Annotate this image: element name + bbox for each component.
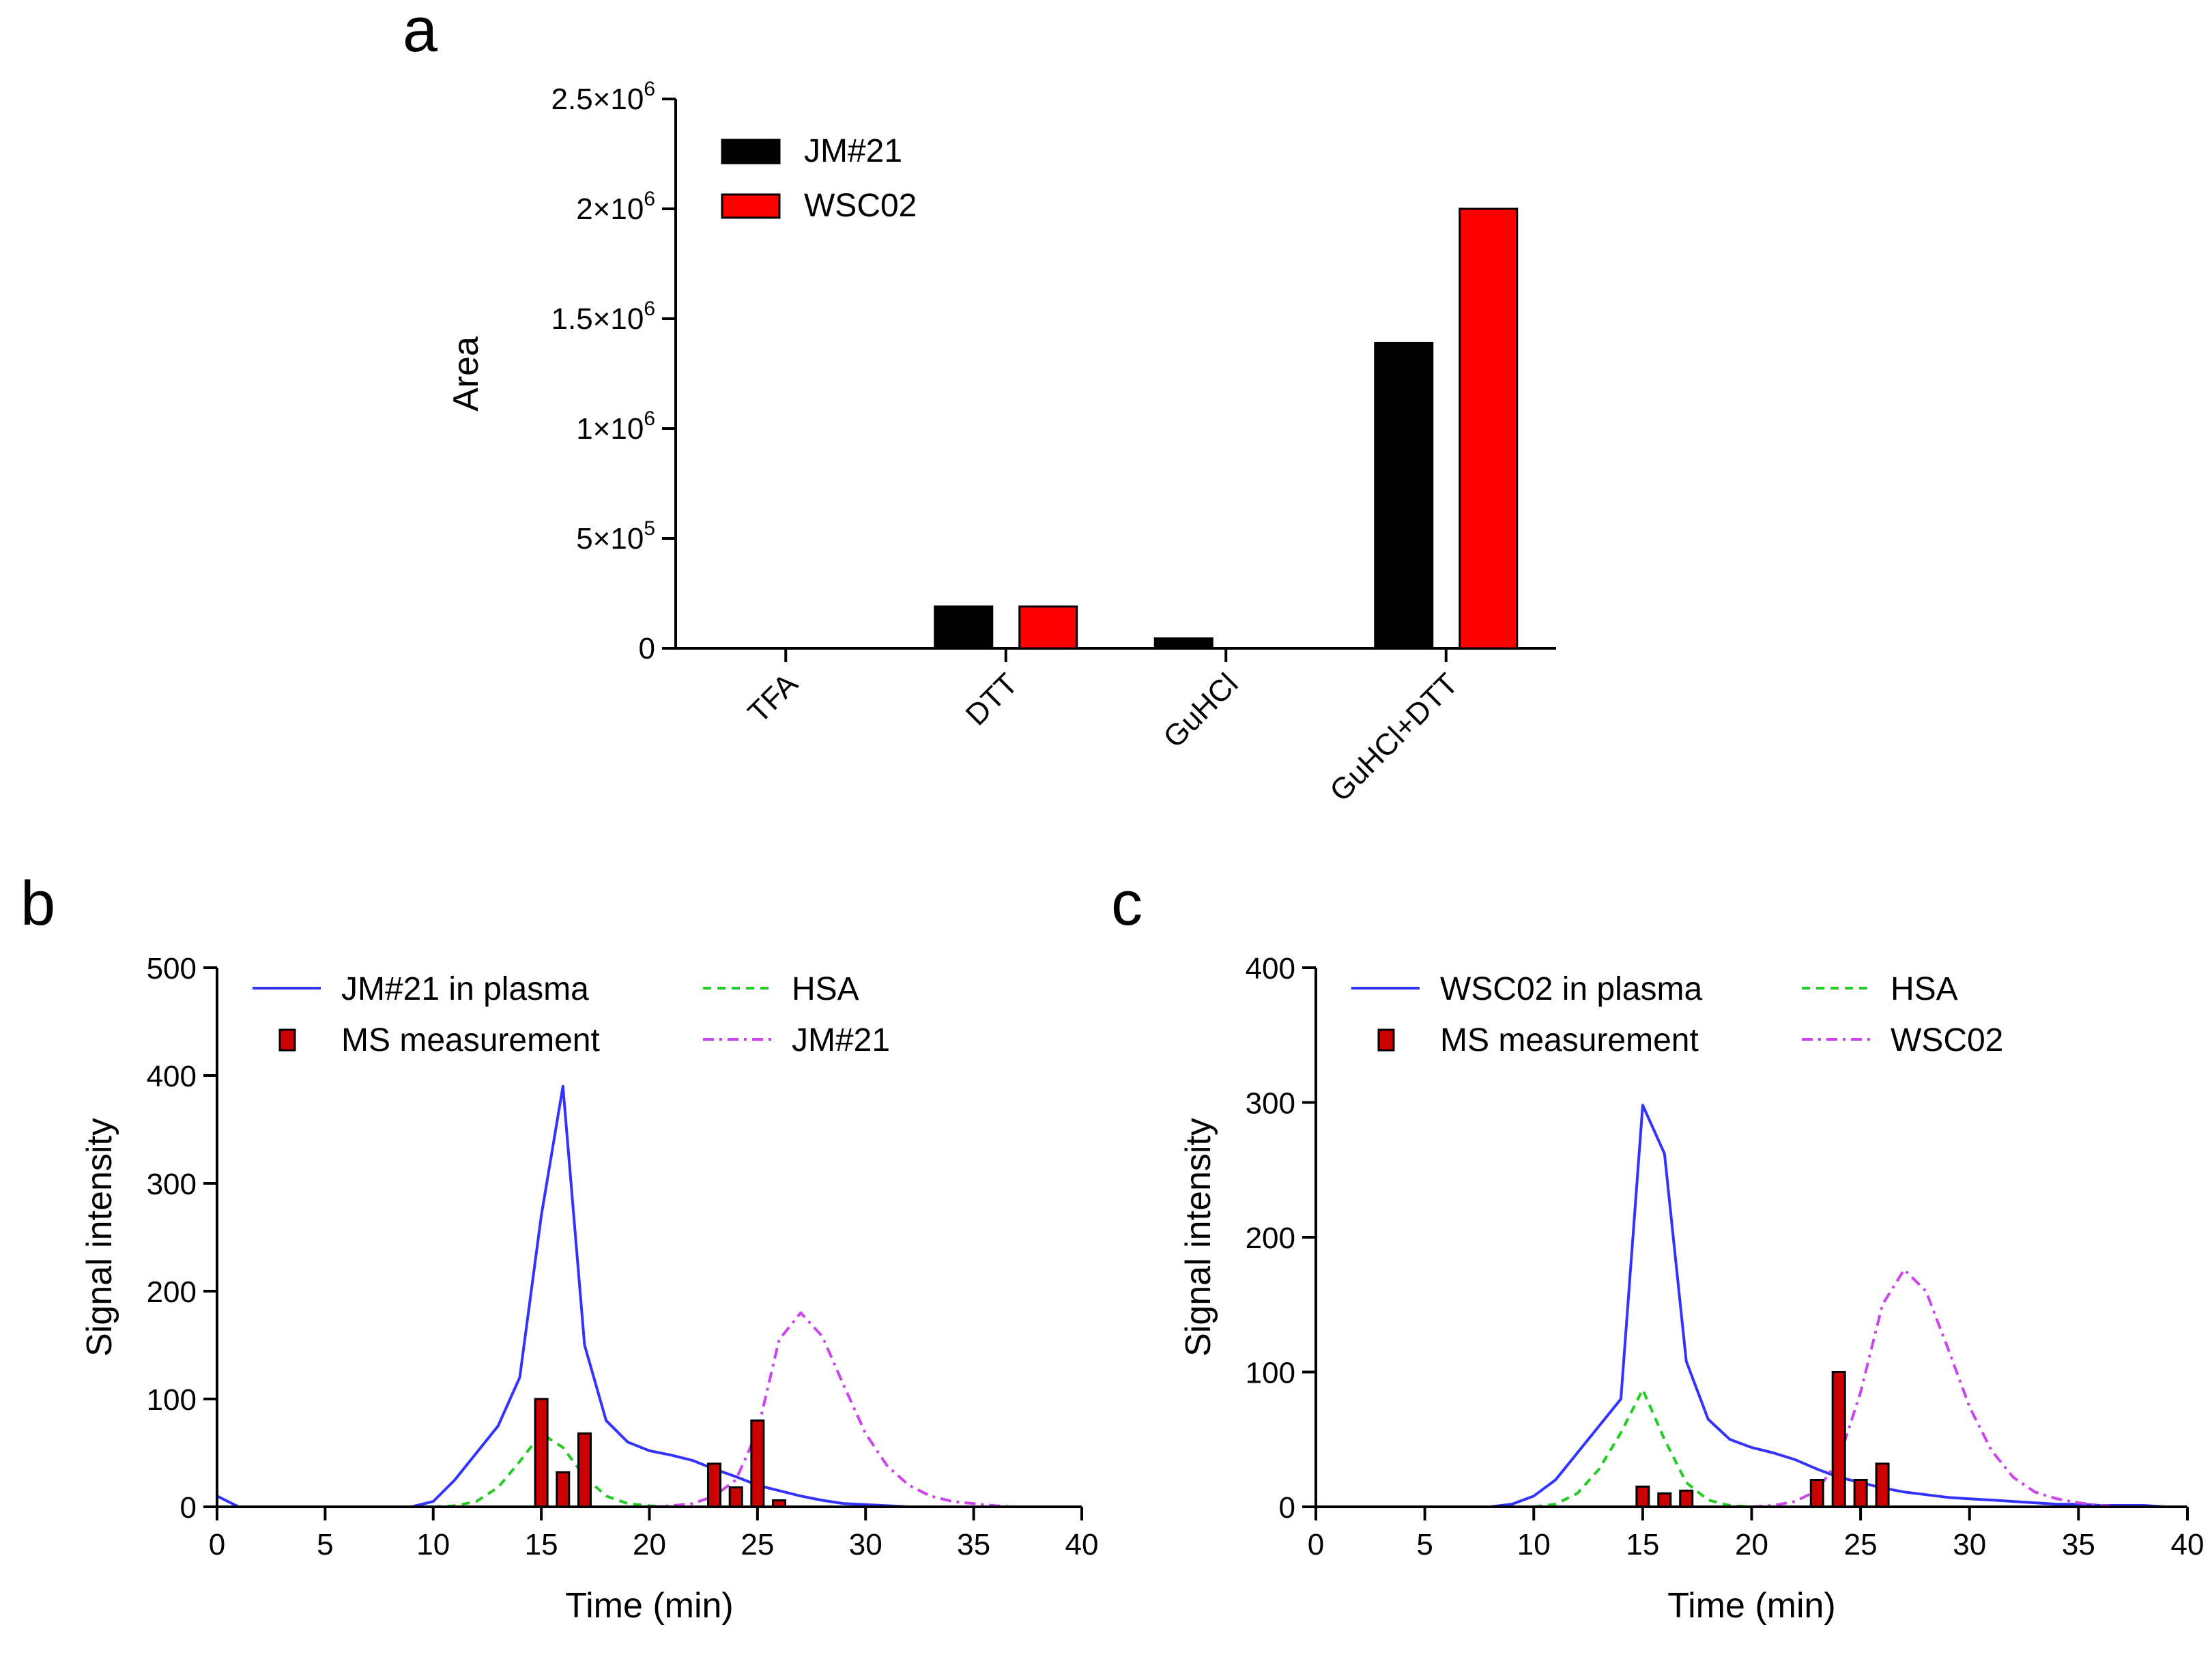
x-tick-label: 25 [1844, 1528, 1878, 1561]
bar [934, 605, 994, 650]
legend-swatch [721, 139, 781, 164]
y-axis-title: Area [446, 336, 486, 412]
x-tick-label: 10 [1517, 1528, 1551, 1561]
bar [1459, 207, 1519, 650]
ms-bar [1657, 1492, 1672, 1508]
ms-bar [1831, 1371, 1846, 1508]
bar [1153, 637, 1213, 650]
x-tick-label: 5 [317, 1528, 333, 1561]
y-tick-label: 1.5×106 [551, 298, 656, 336]
ms-bar [1853, 1479, 1868, 1508]
legend-label: JM#21 in plasma [341, 971, 589, 1007]
x-tick-label: GuHCl+DTT [1323, 667, 1465, 808]
series-line [1316, 1103, 2166, 1508]
y-tick-label: 300 [147, 1168, 197, 1201]
y-tick-label: 400 [1246, 952, 1295, 985]
ms-bar [577, 1432, 592, 1508]
x-tick-label: 10 [416, 1528, 450, 1561]
panel-label-c: c [1111, 869, 1143, 938]
y-tick-label: 100 [147, 1383, 197, 1417]
ms-bar [707, 1462, 722, 1508]
legend-label: MS measurement [1440, 1022, 1699, 1058]
legend-label: WSC02 [1891, 1022, 2003, 1058]
x-tick-label: 30 [849, 1528, 882, 1561]
x-tick-label: 35 [957, 1528, 990, 1561]
line-chart-b: 0 100 200 300 400 500 0 5 10 15 20 25 30 35 40 Time (mi… [80, 952, 1098, 1626]
x-tick-label: 15 [1626, 1528, 1659, 1561]
series-line [433, 1432, 672, 1508]
y-tick-label: 1×106 [576, 407, 655, 446]
legend-label: MS measurement [341, 1022, 600, 1058]
legend-label: JM#21 [792, 1022, 890, 1058]
y-tick-label: 5×105 [576, 517, 655, 556]
y-tick-label: 200 [147, 1275, 197, 1309]
x-tick-label: 15 [525, 1528, 558, 1561]
y-tick-label: 0 [1279, 1491, 1295, 1525]
y-tick-label: 500 [147, 952, 197, 985]
ms-bar [556, 1471, 571, 1508]
y-tick-label: 100 [1246, 1357, 1295, 1390]
legend-label: JM#21 [804, 133, 902, 169]
line-chart-c: 0 100 200 300 400 0 5 10 15 20 25 30 35 40 Time (min) S… [1179, 952, 2204, 1626]
y-tick-label: 400 [147, 1060, 197, 1093]
x-tick-label: DTT [960, 667, 1024, 732]
x-tick-label: 0 [1308, 1528, 1324, 1561]
x-tick-label: 35 [2062, 1528, 2095, 1561]
y-tick-label: 0 [639, 632, 655, 665]
ms-bar [750, 1419, 765, 1508]
series-line [1751, 1268, 2144, 1508]
bar [1374, 341, 1434, 650]
y-tick-label: 2.5×106 [551, 78, 656, 116]
x-tick-label: TFA [742, 667, 805, 730]
legend-swatch [278, 1028, 296, 1052]
x-tick-label: 20 [633, 1528, 666, 1561]
legend-swatch [1377, 1028, 1395, 1052]
y-tick-label: 300 [1246, 1087, 1295, 1121]
ms-bar [1635, 1485, 1650, 1508]
ms-bar [1679, 1489, 1694, 1508]
series-line [216, 1084, 1061, 1508]
ms-bar [1875, 1462, 1890, 1508]
x-tick-label: 5 [1416, 1528, 1433, 1561]
y-tick-label: 2×106 [576, 188, 655, 226]
x-tick-label: 40 [2171, 1528, 2204, 1561]
y-axis-title: Signal intensity [80, 1118, 119, 1357]
x-tick-label: GuHCl [1157, 667, 1244, 754]
x-tick-label: 30 [1953, 1528, 1986, 1561]
y-tick-label: 200 [1246, 1222, 1295, 1255]
x-tick-label: 40 [1065, 1528, 1099, 1561]
legend-swatch [721, 193, 781, 219]
y-axis-title: Signal intensity [1179, 1118, 1218, 1357]
legend-label: WSC02 [804, 188, 917, 224]
ms-bar [728, 1486, 743, 1508]
bar-chart-a: 0 5×105 1×106 1.5×106 2×106 2.5×106 TFA DTT GuHC… [446, 78, 1556, 808]
ms-bar [534, 1398, 549, 1508]
legend-label: HSA [792, 971, 859, 1007]
panel-label-b: b [20, 869, 55, 938]
x-axis-title: Time (min) [1667, 1586, 1836, 1626]
legend-label: WSC02 in plasma [1440, 971, 1702, 1007]
x-tick-label: 0 [209, 1528, 225, 1561]
x-tick-label: 25 [741, 1528, 774, 1561]
ms-bar [1809, 1479, 1824, 1508]
x-axis-title: Time (min) [565, 1586, 734, 1626]
bar [1018, 605, 1078, 650]
series-line [1534, 1388, 1752, 1508]
legend-label: HSA [1891, 971, 1958, 1007]
x-tick-label: 20 [1735, 1528, 1768, 1561]
y-tick-label: 0 [180, 1491, 197, 1525]
panel-label-a: a [403, 0, 438, 65]
